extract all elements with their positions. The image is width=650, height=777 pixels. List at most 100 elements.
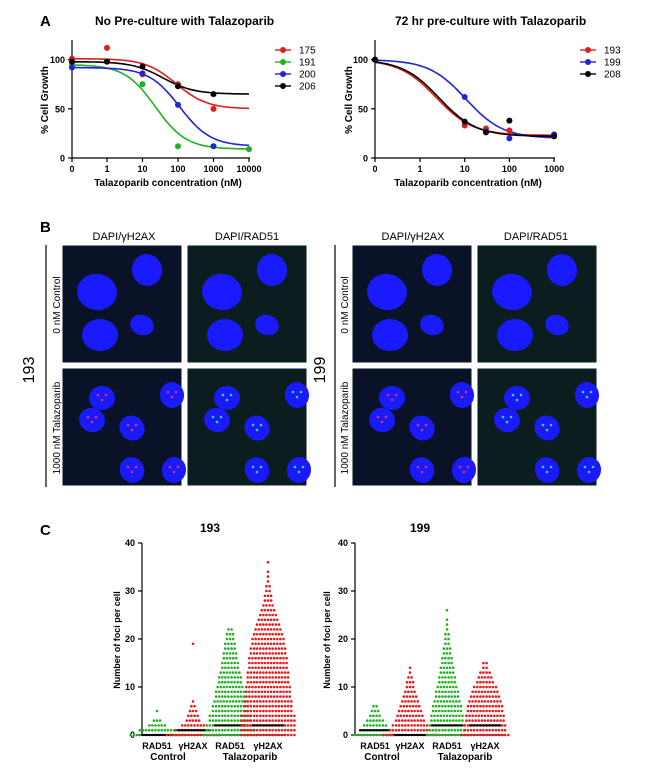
foci-point bbox=[485, 671, 488, 674]
foci-point bbox=[453, 728, 457, 732]
foci-point bbox=[271, 714, 274, 718]
foci-point bbox=[485, 733, 488, 737]
foci-point bbox=[445, 671, 449, 674]
foci-point bbox=[224, 642, 227, 646]
foci bbox=[219, 415, 223, 419]
foci-point bbox=[230, 628, 233, 631]
foci-point bbox=[280, 680, 284, 684]
foci-point bbox=[211, 728, 215, 732]
foci-point bbox=[217, 676, 221, 679]
foci-point bbox=[243, 714, 247, 718]
nucleus bbox=[497, 319, 533, 351]
foci-point bbox=[408, 704, 412, 708]
foci-point bbox=[482, 671, 485, 674]
foci-point bbox=[404, 700, 407, 703]
foci-point bbox=[265, 589, 268, 593]
foci-point bbox=[408, 685, 412, 689]
foci-point bbox=[224, 714, 227, 718]
legend-marker-208 bbox=[585, 71, 591, 77]
foci-point bbox=[286, 714, 290, 718]
foci-point bbox=[280, 709, 284, 713]
foci-point bbox=[375, 714, 378, 718]
foci-point bbox=[259, 714, 262, 718]
foci-point bbox=[375, 724, 378, 727]
foci-point bbox=[274, 652, 278, 655]
nucleus bbox=[131, 254, 163, 286]
foci-point bbox=[396, 714, 399, 718]
foci-point bbox=[444, 676, 447, 679]
foci-point bbox=[369, 719, 372, 722]
foci-point bbox=[416, 728, 420, 732]
foci-point bbox=[276, 695, 279, 698]
data-point-206 bbox=[104, 58, 110, 65]
foci-point bbox=[431, 704, 435, 708]
foci-point bbox=[248, 656, 251, 660]
foci-point bbox=[255, 676, 259, 679]
foci-point bbox=[257, 618, 261, 622]
foci-point bbox=[224, 690, 227, 694]
nucleus bbox=[286, 457, 312, 483]
foci-point bbox=[185, 719, 189, 722]
foci-point bbox=[471, 700, 474, 703]
foci-point bbox=[472, 709, 476, 713]
y-tick-label: 40 bbox=[338, 538, 348, 548]
foci-point bbox=[447, 637, 450, 641]
foci-point bbox=[277, 632, 281, 636]
foci-point bbox=[184, 733, 187, 737]
foci-point bbox=[419, 709, 423, 713]
foci bbox=[549, 423, 553, 427]
foci-point bbox=[193, 714, 196, 718]
foci-point bbox=[257, 628, 261, 631]
foci-point bbox=[411, 714, 415, 718]
foci-point bbox=[410, 728, 413, 732]
foci-point bbox=[280, 671, 284, 674]
foci-point bbox=[500, 733, 504, 737]
foci-point bbox=[266, 580, 270, 583]
foci-point bbox=[225, 685, 229, 689]
foci-point bbox=[277, 647, 281, 650]
foci-point bbox=[489, 719, 493, 722]
foci-point bbox=[407, 690, 410, 694]
foci-point bbox=[154, 724, 157, 727]
foci-point bbox=[243, 724, 247, 727]
foci-point bbox=[414, 695, 418, 698]
foci-point bbox=[442, 719, 446, 722]
foci bbox=[515, 398, 519, 402]
foci-point bbox=[431, 728, 435, 732]
foci-point bbox=[228, 632, 232, 636]
foci-point bbox=[290, 709, 293, 713]
foci-point bbox=[246, 733, 250, 737]
legend-entry-193: 193 bbox=[604, 46, 621, 57]
foci-point bbox=[413, 724, 416, 727]
foci-point bbox=[249, 709, 253, 713]
foci-point bbox=[282, 656, 285, 660]
foci-point bbox=[236, 719, 240, 722]
foci-point bbox=[401, 724, 404, 727]
foci-point bbox=[274, 647, 278, 650]
foci-point bbox=[456, 695, 460, 698]
foci-point bbox=[271, 647, 274, 650]
legend-entry-191: 191 bbox=[299, 58, 316, 69]
foci-point bbox=[255, 704, 259, 708]
foci-point bbox=[251, 661, 254, 665]
foci-point bbox=[472, 695, 476, 698]
fit-curve-200 bbox=[72, 66, 250, 147]
foci-point bbox=[477, 690, 481, 694]
foci-point bbox=[260, 628, 264, 631]
foci-point bbox=[243, 733, 247, 737]
foci-point bbox=[394, 728, 398, 732]
foci-point bbox=[372, 704, 375, 708]
foci-point bbox=[410, 724, 413, 727]
micrograph-control-rad51 bbox=[186, 244, 308, 364]
foci-point bbox=[479, 709, 482, 713]
foci-point bbox=[283, 719, 287, 722]
foci-point bbox=[269, 618, 273, 622]
panel-label-b: B bbox=[40, 219, 51, 236]
nucleus bbox=[79, 407, 105, 433]
foci-point bbox=[211, 719, 215, 722]
foci-point bbox=[503, 724, 507, 727]
foci bbox=[291, 390, 295, 394]
foci-point bbox=[448, 666, 452, 670]
foci-point bbox=[469, 728, 473, 732]
nucleus bbox=[372, 319, 408, 351]
